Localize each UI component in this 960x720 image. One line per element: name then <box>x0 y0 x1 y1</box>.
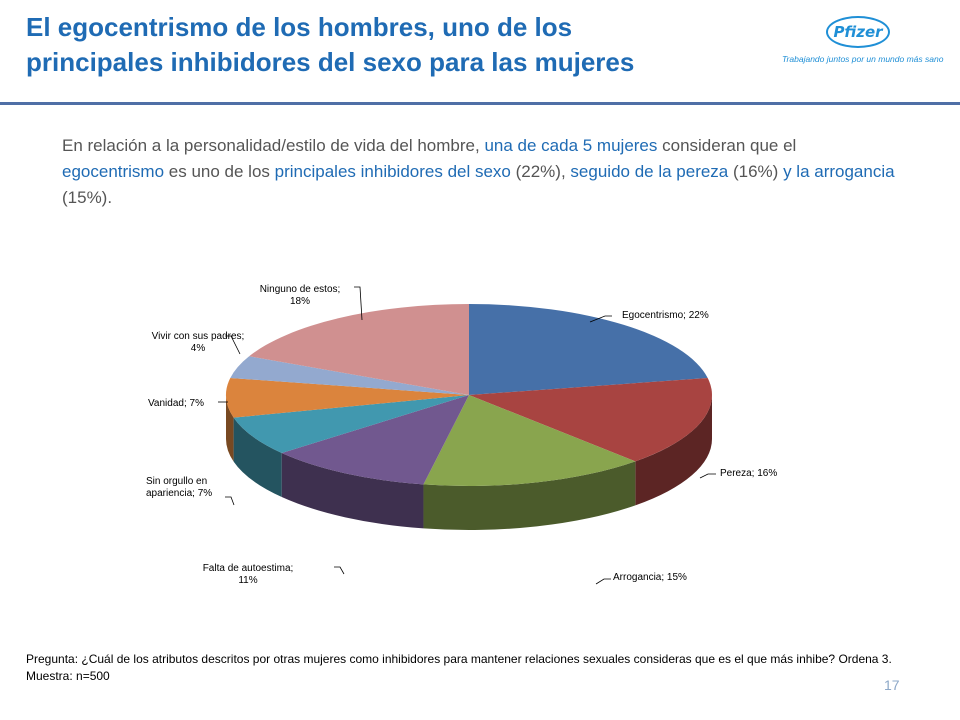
pie-slice-7 <box>249 304 469 395</box>
pie-data-label-3: Falta de autoestima; 11% <box>203 563 294 586</box>
intro-highlight: una de cada 5 mujeres <box>484 136 658 155</box>
intro-text: (15%). <box>62 188 113 207</box>
leader-line-7 <box>354 286 363 321</box>
leader-line-2 <box>595 578 611 585</box>
pie-slice-3 <box>281 395 469 485</box>
pie-slice-0 <box>469 304 708 395</box>
pfizer-logo: Pfizer Trabajando juntos por un mundo má… <box>780 14 950 74</box>
intro-highlight: seguido de la pereza <box>570 162 729 181</box>
pie-slice-side-2 <box>423 461 636 530</box>
intro-text: En relación a la personalidad/estilo de … <box>62 136 485 155</box>
pie-chart: Egocentrismo; 22% Pereza; 16% Arrogancia; … <box>146 284 777 586</box>
pie-data-label-5: Vanidad; 7% <box>148 398 204 409</box>
pie-data-label-1: Pereza; 16% <box>720 468 777 479</box>
intro-highlight: egocentrismo <box>62 162 165 181</box>
footnote-question: Pregunta: ¿Cuál de los atributos descrit… <box>26 652 892 666</box>
pie-data-label-6: Vivir con sus padres; 4% <box>152 331 245 354</box>
leader-line-3 <box>334 566 345 575</box>
pie-data-label-2: Arrogancia; 15% <box>613 572 687 583</box>
page-title: El egocentrismo de los hombres, uno de l… <box>26 10 796 80</box>
intro-text: (16%) <box>728 162 784 181</box>
pie-data-label-7: Ninguno de estos; 18% <box>260 284 341 307</box>
intro-paragraph: En relación a la personalidad/estilo de … <box>62 133 902 211</box>
pie-slice-5 <box>225 377 469 418</box>
pie-slice-6 <box>230 356 469 395</box>
pfizer-logo-mark: Pfizer <box>826 16 890 48</box>
title-line-1: El egocentrismo de los hombres, uno de l… <box>26 12 573 42</box>
pie-slice-4 <box>233 395 469 454</box>
footnote: Pregunta: ¿Cuál de los atributos descrit… <box>26 651 906 685</box>
leader-line-1 <box>699 473 716 479</box>
pie-data-label-0: Egocentrismo; 22% <box>622 310 709 321</box>
pfizer-tagline: Trabajando juntos por un mundo más sano <box>782 54 944 64</box>
pie-slice-side-5 <box>226 395 234 462</box>
leader-line-4 <box>225 496 235 506</box>
intro-highlight: y la arrogancia <box>783 162 895 181</box>
leader-line-6 <box>225 335 241 355</box>
title-divider <box>0 102 960 105</box>
leader-line-0 <box>589 315 612 323</box>
pie-slice-side-1 <box>635 395 712 506</box>
pie-data-label-4: Sin orgullo en apariencia; 7% <box>146 476 212 499</box>
intro-highlight: principales inhibidores del sexo <box>274 162 511 181</box>
pie-slice-side-4 <box>233 417 282 498</box>
intro-text: consideran que el <box>657 136 797 155</box>
intro-text: (22%), <box>510 162 571 181</box>
title-line-2: principales inhibidores del sexo para la… <box>26 47 635 77</box>
pie-slice-1 <box>469 377 712 462</box>
page-number: 17 <box>884 677 900 693</box>
pie-slice-side-3 <box>281 453 424 529</box>
pie-slice-2 <box>423 395 636 486</box>
intro-text: es uno de los <box>164 162 275 181</box>
footnote-sample: Muestra: n=500 <box>26 669 110 683</box>
